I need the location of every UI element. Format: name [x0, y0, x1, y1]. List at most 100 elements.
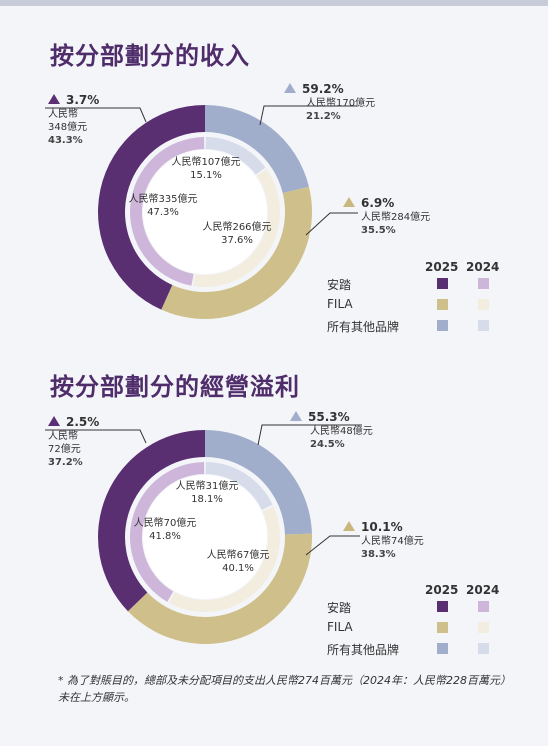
- revenue-slice-fila-2024: [193, 169, 281, 287]
- legend-row-anta: 安踏: [327, 599, 502, 615]
- legend-row-other: 所有其他品牌: [327, 318, 502, 334]
- legend-swatch-other-2025: [437, 643, 448, 654]
- revenue-other-share: 21.2%: [306, 111, 341, 122]
- triangle-up-icon: [343, 521, 355, 531]
- profit-fila-leader-line: [305, 535, 360, 556]
- revenue-inner-anta-amount: 人民幣335億元: [128, 194, 198, 205]
- profit-anta-growth: 2.5%: [66, 415, 100, 429]
- profit-other-share: 24.5%: [310, 439, 345, 450]
- legend-label-other: 所有其他品牌: [327, 320, 400, 334]
- revenue-other-amount: 人民幣170億元: [306, 98, 376, 109]
- legend-row-anta: 安踏: [327, 276, 502, 292]
- profit-other-amount: 人民幣48億元: [310, 426, 373, 437]
- legend-year-2025: 2025: [425, 583, 459, 597]
- revenue-fila-share: 35.5%: [361, 225, 396, 236]
- legend-label-fila: FILA: [327, 620, 353, 634]
- legend-swatch-other-2024: [478, 320, 489, 331]
- legend-row-other: 所有其他品牌: [327, 641, 502, 657]
- legend-swatch-fila-2025: [437, 299, 448, 310]
- profit-anta-share: 37.2%: [48, 457, 83, 468]
- revenue-chart-title: 按分部劃分的收入: [50, 42, 250, 70]
- revenue-donut-center: [143, 150, 267, 274]
- profit-donut-center: [143, 475, 267, 599]
- revenue-inner-fila-share: 37.6%: [221, 235, 253, 246]
- profit-chart-title: 按分部劃分的經營溢利: [50, 373, 300, 401]
- legend-year-2025: 2025: [425, 260, 459, 274]
- profit-inner-other: 人民幣31億元 18.1%: [176, 480, 239, 506]
- revenue-anta-amount-line1: 人民幣: [48, 109, 78, 120]
- legend-swatch-anta-2024: [478, 278, 489, 289]
- triangle-up-icon: [48, 94, 60, 104]
- legend-year-2024: 2024: [466, 583, 500, 597]
- legend-swatch-other-2024: [478, 643, 489, 654]
- profit-anta-leader-line: [45, 429, 147, 444]
- revenue-other-label: 59.2% 人民幣170億元 21.2%: [284, 82, 375, 123]
- revenue-anta-growth: 3.7%: [66, 93, 100, 107]
- profit-fila-amount: 人民幣74億元: [361, 536, 424, 547]
- revenue-fila-amount: 人民幣284億元: [361, 212, 431, 223]
- triangle-up-icon: [48, 416, 60, 426]
- profit-anta-amount-line1: 人民幣: [48, 431, 78, 442]
- revenue-anta-leader-line: [45, 107, 147, 123]
- footnote: * 為了對賬目的，總部及未分配項目的支出人民幣274百萬元（2024年：人民幣2…: [58, 674, 506, 704]
- legend-swatch-fila-2025: [437, 622, 448, 633]
- legend-swatch-other-2025: [437, 320, 448, 331]
- revenue-inner-fila-amount: 人民幣266億元: [202, 222, 272, 233]
- legend-row-fila: FILA: [327, 620, 502, 636]
- revenue-fila-leader-line: [305, 212, 358, 236]
- profit-other-leader-line: [257, 424, 362, 446]
- legend-swatch-anta-2025: [437, 278, 448, 289]
- revenue-slice-other-2025: [205, 105, 309, 194]
- triangle-up-icon: [290, 411, 302, 421]
- legend-label-anta: 安踏: [327, 278, 352, 292]
- legend-label-anta: 安踏: [327, 601, 352, 615]
- profit-anta-label: 2.5% 人民幣 72億元 37.2%: [48, 415, 99, 469]
- profit-donut-chart: [45, 424, 362, 644]
- legend-row-fila: FILA: [327, 297, 502, 313]
- profit-anta-amount-line2: 72億元: [48, 444, 81, 455]
- revenue-inner-other: 人民幣107億元 15.1%: [171, 156, 240, 182]
- revenue-donut-chart: [45, 105, 358, 319]
- triangle-up-icon: [343, 197, 355, 207]
- profit-inner-fila-share: 40.1%: [222, 563, 254, 574]
- profit-slice-anta-2025: [98, 430, 205, 612]
- revenue-inner-fila: 人民幣266億元 37.6%: [202, 221, 271, 247]
- legend-label-fila: FILA: [327, 297, 353, 311]
- revenue-anta-share: 43.3%: [48, 135, 83, 146]
- profit-other-growth: 55.3%: [308, 410, 350, 424]
- legend-label-other: 所有其他品牌: [327, 643, 400, 657]
- revenue-fila-label: 6.9% 人民幣284億元 35.5%: [343, 196, 430, 237]
- profit-inner-other-share: 18.1%: [191, 494, 223, 505]
- profit-fila-label: 10.1% 人民幣74億元 38.3%: [343, 520, 424, 561]
- profit-inner-anta-amount: 人民幣70億元: [133, 518, 197, 529]
- profit-fila-share: 38.3%: [361, 549, 396, 560]
- top-bar: [0, 0, 548, 6]
- profit-slice-anta-2024: [129, 462, 205, 602]
- revenue-inner-other-share: 15.1%: [190, 170, 222, 181]
- revenue-inner-other-amount: 人民幣107億元: [171, 157, 241, 168]
- revenue-anta-amount-line2: 348億元: [48, 122, 88, 133]
- profit-slice-fila-2025: [127, 533, 312, 644]
- revenue-inner-anta-share: 47.3%: [147, 207, 179, 218]
- legend-swatch-fila-2024: [478, 622, 489, 633]
- revenue-anta-label: 3.7% 人民幣 348億元 43.3%: [48, 93, 99, 147]
- legend-swatch-anta-2025: [437, 601, 448, 612]
- legend-swatch-fila-2024: [478, 299, 489, 310]
- revenue-inner-anta: 人民幣335億元 47.3%: [128, 193, 197, 219]
- profit-inner-fila: 人民幣67億元 40.1%: [207, 549, 270, 575]
- revenue-other-growth: 59.2%: [302, 82, 344, 96]
- revenue-slice-fila-2025: [161, 186, 312, 319]
- revenue-slice-anta-2025: [98, 105, 205, 310]
- revenue-slice-anta-2024: [129, 137, 205, 286]
- legend-year-2024: 2024: [466, 260, 500, 274]
- profit-fila-growth: 10.1%: [361, 520, 403, 534]
- revenue-fila-growth: 6.9%: [361, 196, 395, 210]
- triangle-up-icon: [284, 83, 296, 93]
- profit-slice-other-2024: [205, 462, 273, 510]
- profit-slice-fila-2024: [168, 506, 280, 612]
- revenue-other-leader-line: [259, 105, 357, 126]
- legend-swatch-anta-2024: [478, 601, 489, 612]
- profit-slice-other-2025: [205, 430, 312, 535]
- revenue-slice-other-2024: [205, 137, 266, 175]
- profit-inner-fila-amount: 人民幣67億元: [206, 550, 270, 561]
